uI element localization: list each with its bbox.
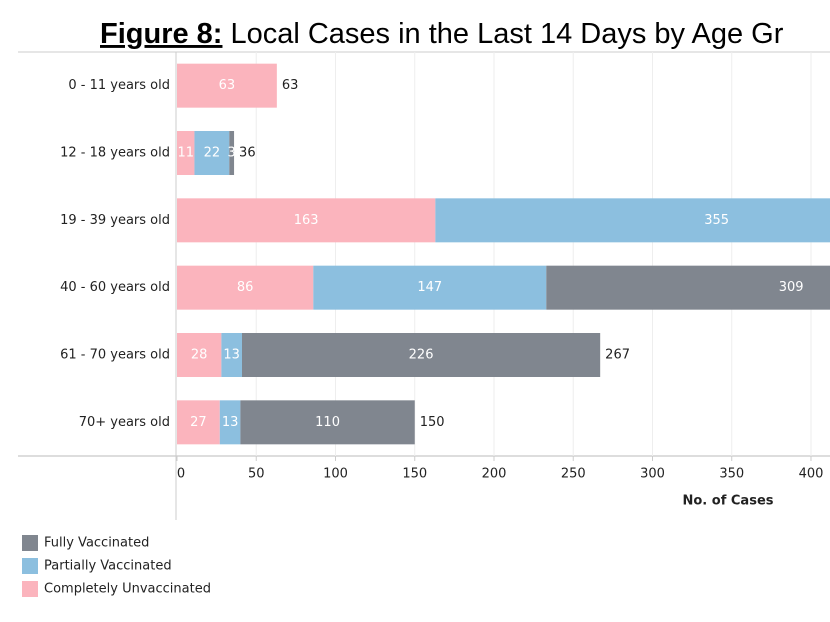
total-label: 150: [420, 415, 445, 430]
bar-segment: [313, 265, 547, 310]
data-label: 110: [315, 415, 340, 430]
x-tick-label: 0: [177, 467, 185, 482]
bar-segment: [221, 333, 242, 377]
y-tick-label: 61 - 70 years old: [60, 348, 170, 363]
data-label: 163: [294, 213, 319, 228]
bar-segment: [219, 400, 241, 445]
x-tick-label: 350: [719, 467, 744, 482]
bar-segment: [435, 198, 830, 243]
x-tick-label: 100: [323, 467, 348, 482]
bar-segment: [177, 63, 277, 108]
legend-swatch: [22, 535, 38, 551]
bar-segment: [194, 131, 230, 175]
data-label: 27: [190, 415, 207, 430]
bar-segment: [177, 198, 436, 243]
legend-swatch: [22, 558, 38, 574]
data-label: 11: [177, 146, 194, 161]
y-tick-label: 40 - 60 years old: [60, 280, 170, 295]
data-label: 13: [222, 415, 239, 430]
title-label: Figure 8:: [100, 18, 222, 50]
data-label: 28: [191, 348, 208, 363]
data-label: 13: [223, 348, 240, 363]
total-label: 36: [239, 146, 256, 161]
bar-segment: [177, 333, 222, 377]
total-label: 267: [605, 348, 630, 363]
data-label: 22: [204, 146, 221, 161]
bar-segment: [546, 265, 830, 310]
data-label: 355: [704, 213, 729, 228]
x-axis-label: No. of Cases: [683, 494, 774, 509]
x-tick-label: 150: [402, 467, 427, 482]
legend-swatch: [22, 581, 38, 597]
legend-label: Partially Vaccinated: [44, 559, 172, 574]
y-tick-label: 19 - 39 years old: [60, 213, 170, 228]
bar-segment: [177, 400, 220, 445]
legend-label: Fully Vaccinated: [44, 536, 149, 551]
x-tick-label: 300: [640, 467, 665, 482]
total-label: 63: [282, 78, 299, 93]
chart-title: Figure 8: Local Cases in the Last 14 Days…: [100, 18, 784, 50]
title-text: Local Cases in the Last 14 Days by Age G…: [230, 18, 783, 50]
bar-segment: [240, 400, 415, 445]
y-tick-label: 0 - 11 years old: [68, 78, 170, 93]
data-label: 226: [409, 348, 434, 363]
data-label: 63: [219, 78, 236, 93]
data-label: 147: [417, 280, 442, 295]
bar-segment: [177, 131, 195, 175]
y-tick-label: 12 - 18 years old: [60, 146, 170, 161]
legend-label: Completely Unvaccinated: [44, 582, 211, 597]
data-label: 86: [237, 280, 254, 295]
bar-segment: [229, 131, 235, 175]
y-tick-label: 70+ years old: [79, 415, 170, 430]
data-label: 309: [779, 280, 804, 295]
x-tick-label: 50: [248, 467, 265, 482]
bar-segment: [241, 333, 601, 377]
data-label: 3: [228, 146, 236, 161]
bar-segment: [177, 265, 314, 310]
x-tick-label: 400: [799, 467, 824, 482]
x-tick-label: 250: [561, 467, 586, 482]
x-tick-label: 200: [482, 467, 507, 482]
